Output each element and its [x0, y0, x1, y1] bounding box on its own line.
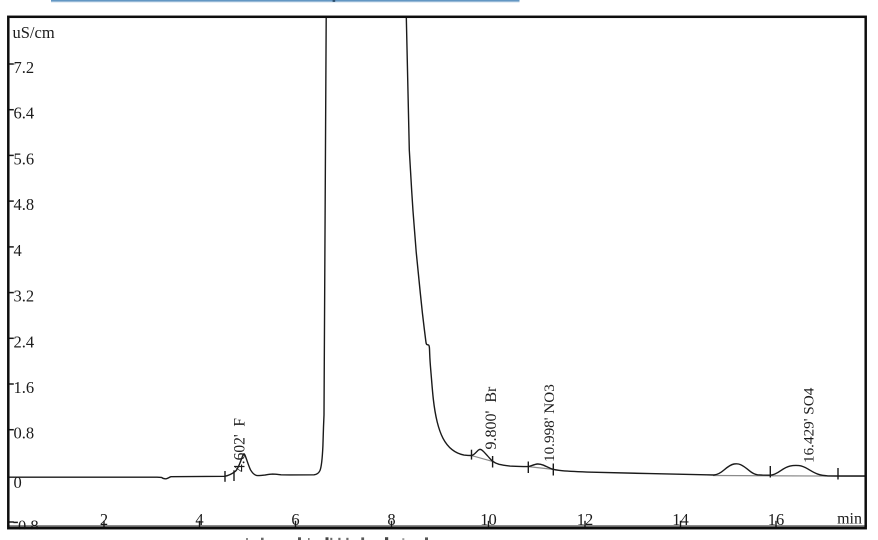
svg-text:4.8: 4.8	[14, 195, 35, 214]
svg-text:2: 2	[100, 510, 108, 529]
svg-text:10: 10	[480, 510, 497, 529]
svg-text:0: 0	[14, 473, 22, 492]
svg-text:5.6: 5.6	[14, 149, 35, 168]
svg-text:8: 8	[387, 510, 395, 529]
svg-text:3.2: 3.2	[14, 287, 35, 306]
svg-text:4: 4	[195, 510, 203, 529]
svg-text:7.2: 7.2	[14, 58, 35, 77]
svg-text:min: min	[837, 511, 862, 528]
svg-text:2.4: 2.4	[14, 332, 35, 351]
svg-text:14: 14	[672, 510, 689, 529]
svg-text:1.6: 1.6	[14, 378, 35, 397]
svg-text:9.800' Br: 9.800' Br	[483, 386, 500, 450]
svg-text:0.8: 0.8	[14, 424, 35, 443]
svg-text:16: 16	[768, 510, 785, 529]
svg-text:16.429' SO4: 16.429' SO4	[801, 387, 818, 463]
svg-text:12: 12	[577, 510, 594, 529]
svg-text:4.602' F: 4.602' F	[232, 418, 249, 472]
svg-text:10.998' NO3: 10.998' NO3	[541, 384, 558, 462]
svg-text:6: 6	[291, 510, 299, 529]
svg-text:6.4: 6.4	[14, 104, 35, 123]
svg-text:4: 4	[14, 241, 22, 260]
svg-text:uS/cm: uS/cm	[13, 23, 55, 42]
